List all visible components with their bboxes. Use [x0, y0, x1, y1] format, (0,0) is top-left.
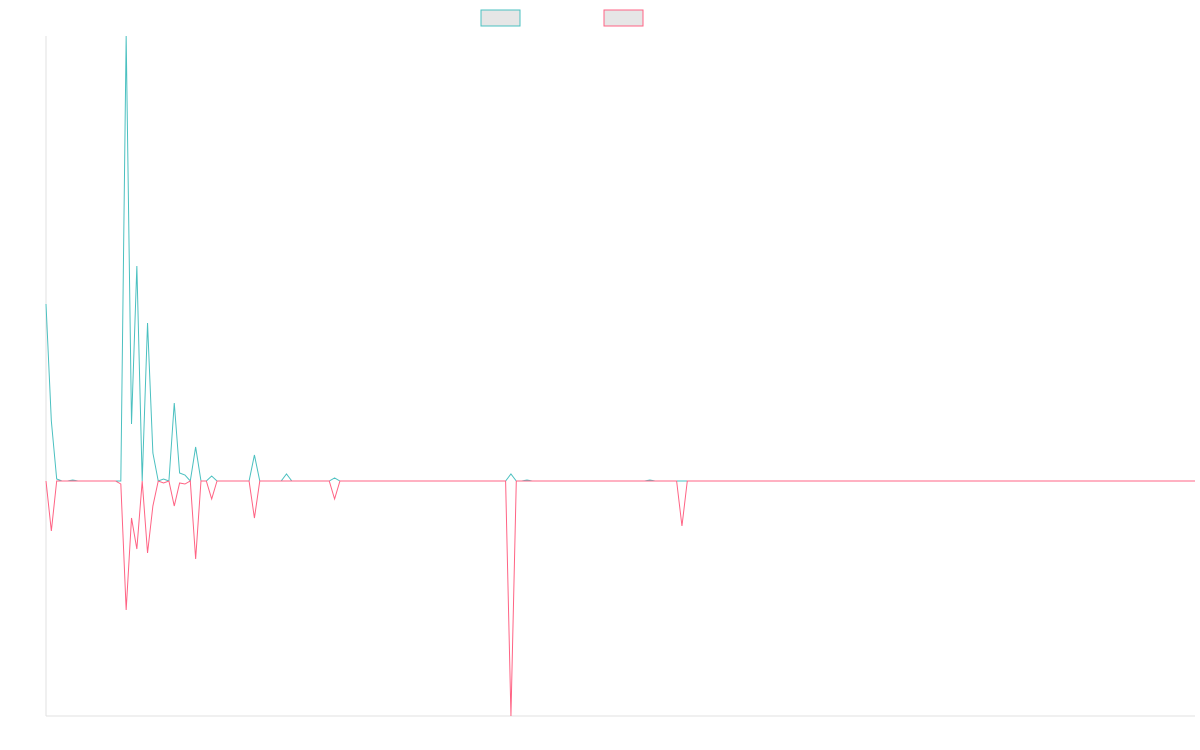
legend-swatch: [480, 9, 521, 27]
series-line: [45, 35, 1195, 483]
series-line: [45, 480, 1195, 717]
legend-swatch: [603, 9, 644, 27]
